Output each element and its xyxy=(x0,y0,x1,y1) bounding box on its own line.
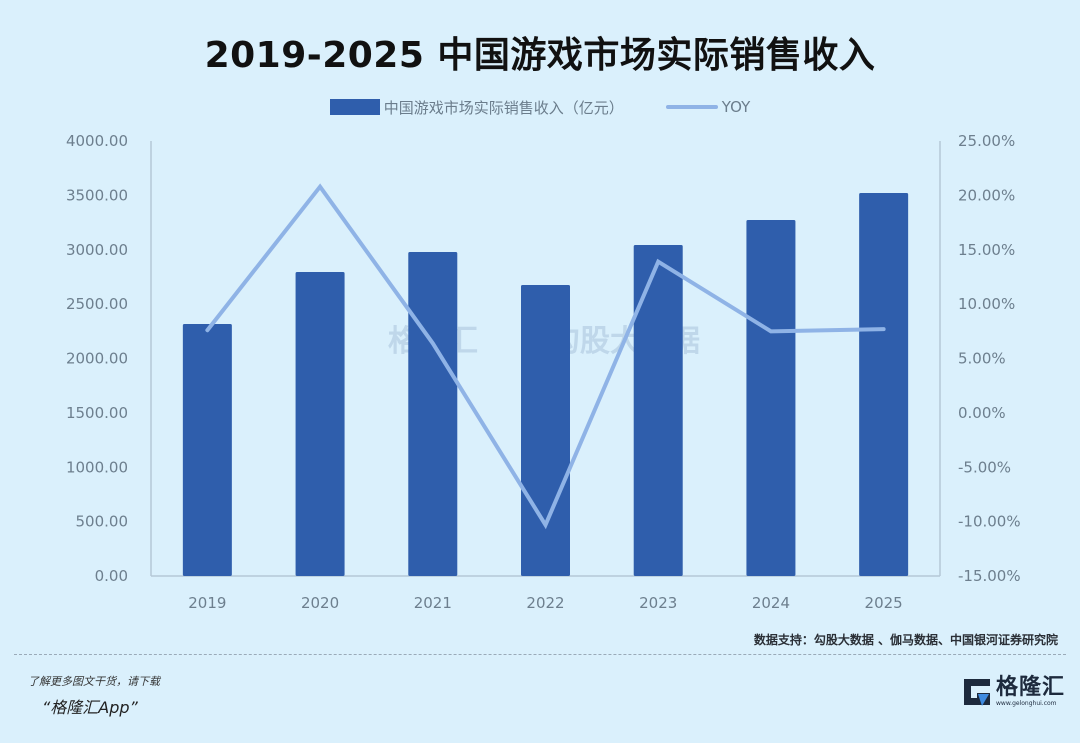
right-axis-tick: 10.00% xyxy=(958,295,1015,313)
chart-title: 2019-2025 中国游戏市场实际销售收入 xyxy=(204,35,876,76)
legend-item-revenue: 中国游戏市场实际销售收入（亿元） xyxy=(329,97,624,118)
bar-2020 xyxy=(295,272,345,576)
legend-item-yoy: YOY xyxy=(665,98,751,116)
bar-2021 xyxy=(408,252,458,576)
left-axis-tick: 1000.00 xyxy=(66,458,128,476)
bar-2019 xyxy=(182,324,232,576)
divider xyxy=(14,654,1066,655)
yoy-line xyxy=(205,183,886,530)
right-axis-tick: 5.00% xyxy=(958,350,1006,368)
x-axis-tick: 2025 xyxy=(865,594,903,612)
right-axis-tick: -15.00% xyxy=(958,567,1021,585)
left-axis-tick: 2500.00 xyxy=(66,295,128,313)
bar-2025 xyxy=(859,192,909,577)
x-axis-tick: 2021 xyxy=(414,594,452,612)
right-axis-tick: -10.00% xyxy=(958,513,1021,531)
x-axis-tick: 2022 xyxy=(526,594,564,612)
right-axis-tick: 25.00% xyxy=(958,132,1015,150)
logo-url: www.gelonghui.com xyxy=(996,700,1057,707)
left-axis-tick: 3000.00 xyxy=(66,241,128,259)
logo-name: 格隆汇 xyxy=(996,675,1066,700)
left-axis-tick: 4000.00 xyxy=(66,132,128,150)
promo-app-name: “格隆汇App” xyxy=(42,698,138,717)
bar-swatch-icon xyxy=(329,99,380,115)
legend-label-yoy: YOY xyxy=(721,98,751,116)
legend-label-revenue: 中国游戏市场实际销售收入（亿元） xyxy=(383,98,624,117)
right-axis-tick: 20.00% xyxy=(958,186,1015,204)
data-source: 数据支持：勾股大数据 、伽马数据、中国银河证券研究院 xyxy=(753,633,1058,647)
x-axis-tick: 2019 xyxy=(188,594,226,612)
left-axis-tick: 500.00 xyxy=(76,513,129,531)
x-axis-tick: 2020 xyxy=(301,594,339,612)
left-axis-tick: 1500.00 xyxy=(66,404,128,422)
bar-2024 xyxy=(746,219,796,576)
promo-text: 了解更多图文干货，请下载 xyxy=(28,675,160,688)
combo-chart: 0.00 500.00 1000.00 1500.00 2000.00 2500.00 30… xyxy=(66,132,1021,612)
line-swatch-icon xyxy=(665,105,718,109)
x-axis-tick: 2023 xyxy=(639,594,677,612)
bar-2023 xyxy=(633,244,683,576)
right-axis-tick: -5.00% xyxy=(958,458,1011,476)
left-axis-tick: 0.00 xyxy=(95,567,128,585)
brand-logo: 格隆汇 www.gelonghui.com xyxy=(962,677,1065,707)
logo-g-icon xyxy=(962,677,992,707)
chart-legend: 中国游戏市场实际销售收入（亿元） YOY xyxy=(0,95,1080,119)
right-axis-tick: 15.00% xyxy=(958,241,1015,259)
bar-2022 xyxy=(521,284,570,576)
left-axis-tick: 2000.00 xyxy=(66,350,128,368)
x-axis-tick: 2024 xyxy=(752,594,790,612)
right-axis-tick: 0.00% xyxy=(958,404,1006,422)
left-axis-tick: 3500.00 xyxy=(66,186,128,204)
